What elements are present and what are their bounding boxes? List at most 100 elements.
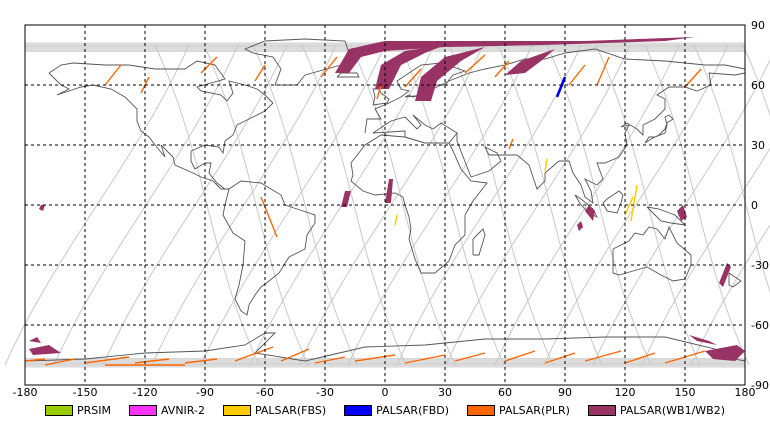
y-tick-label: 90 (751, 19, 765, 32)
wb-swath (705, 345, 745, 361)
y-tick-label: 0 (751, 199, 758, 212)
y-tick-label: 60 (751, 79, 765, 92)
legend-label: PALSAR(FBS) (254, 403, 327, 417)
legend-item: AVNIR-2 (128, 403, 205, 417)
plr-swath (254, 64, 266, 82)
coastline-indonesia (574, 194, 599, 219)
plr-swath (568, 64, 586, 86)
plr-swath (504, 350, 536, 362)
x-tick-label: 150 (675, 386, 696, 399)
wb-swath (341, 191, 351, 207)
orbit-track (693, 44, 770, 294)
map-frame (24, 24, 746, 386)
coastline-borneo (602, 190, 624, 214)
wb-swath (385, 179, 393, 203)
plr-swath (200, 56, 218, 74)
plr-swath (464, 54, 486, 74)
y-tick-labels: 90 60 30 0 -30 -60 -90 (751, 19, 769, 392)
legend-item: PALSAR(PLR) (467, 404, 570, 417)
coastline-new-guinea (646, 206, 687, 226)
orbit-track (200, 44, 386, 366)
plr-swath (260, 196, 278, 238)
legend-swatch-fbs (222, 404, 251, 416)
fbs-swath (624, 196, 634, 216)
plr-swath (184, 358, 218, 364)
orbit-track (690, 224, 770, 366)
plr-swath (354, 354, 396, 362)
coastline-madagascar (472, 228, 486, 256)
orbit-track (494, 44, 680, 366)
fbs-swath (544, 158, 548, 172)
coastline-new-zealand (728, 272, 742, 288)
plr-swath (454, 352, 486, 362)
x-tick-label: 120 (615, 386, 636, 399)
plr-swath (624, 352, 656, 364)
plr-swath (84, 356, 130, 364)
legend-label: PALSAR(PLR) (499, 403, 570, 417)
coastline-uk (372, 88, 390, 106)
plr-swath (508, 138, 514, 150)
coastline-europe (364, 48, 746, 134)
plr-swath (584, 350, 622, 362)
plr-swath (596, 56, 610, 86)
legend: PRSIM AVNIR-2 PALSAR(FBS) PALSAR(FBD) PA… (0, 399, 770, 421)
x-tick-label: -120 (133, 386, 158, 399)
legend-label: PALSAR(WB1/WB2) (619, 403, 726, 417)
plr-swath (404, 354, 446, 364)
y-tick-label: -90 (751, 379, 769, 392)
fbs-swath (394, 214, 398, 226)
plr-swath (404, 68, 422, 88)
orbit-track (742, 44, 770, 117)
wb-swath (577, 221, 583, 231)
x-tick-label: -180 (13, 386, 38, 399)
map-plot: -180 -150 -120 -90 -60 -30 0 30 60 90 120 150 180 90… (4, 19, 770, 399)
coastline-antarctica (24, 332, 746, 362)
wb-swath (29, 337, 41, 343)
coastline-layer (24, 38, 746, 362)
plr-swath (134, 358, 170, 364)
plr-swath (44, 358, 76, 366)
x-tick-label: -60 (256, 386, 274, 399)
coastline-iceland (336, 72, 360, 78)
orbit-track (301, 44, 407, 366)
coastline-australia (612, 225, 692, 282)
plr-swath (494, 60, 510, 78)
legend-item: PALSAR(WB1/WB2) (587, 403, 726, 417)
x-tick-label: 30 (438, 386, 452, 399)
legend-label: AVNIR-2 (160, 403, 205, 417)
x-tick-labels: -180 -150 -120 -90 -60 -30 0 30 60 90 120 150 180 (13, 386, 756, 399)
graticule (25, 25, 745, 385)
wb-swath (39, 205, 45, 211)
legend-swatch-prsim (44, 404, 73, 416)
coastline-japan (644, 114, 674, 144)
orbit-track (543, 44, 729, 366)
plr-swath (24, 358, 46, 362)
wb-swath (689, 335, 717, 345)
x-tick-label: 60 (498, 386, 512, 399)
x-tick-label: -150 (73, 386, 98, 399)
orbit-track (252, 44, 358, 366)
fbs-swath (630, 184, 638, 222)
swath-layer (24, 37, 745, 366)
orbit-track (546, 44, 652, 366)
x-tick-label: 90 (558, 386, 572, 399)
legend-item: PALSAR(FBD) (344, 404, 449, 417)
legend-swatch-avnir2 (128, 404, 157, 416)
legend-label: PRSIM (76, 403, 111, 417)
plr-swath (280, 348, 310, 362)
y-tick-label: -60 (751, 319, 769, 332)
plr-swath (376, 84, 382, 100)
legend-item: PRSIM (44, 403, 111, 417)
wb-swath (505, 49, 555, 75)
wb-swath (29, 345, 61, 355)
x-tick-label: 180 (735, 386, 756, 399)
plr-swath (234, 346, 274, 362)
coastline-north-america (48, 60, 274, 190)
plr-swath (104, 64, 122, 86)
coastline-greenland (243, 38, 350, 86)
legend-label: PALSAR(FBD) (376, 403, 450, 417)
plr-swath (314, 356, 346, 364)
orbit-track (595, 44, 701, 366)
coastline-africa (350, 134, 488, 274)
